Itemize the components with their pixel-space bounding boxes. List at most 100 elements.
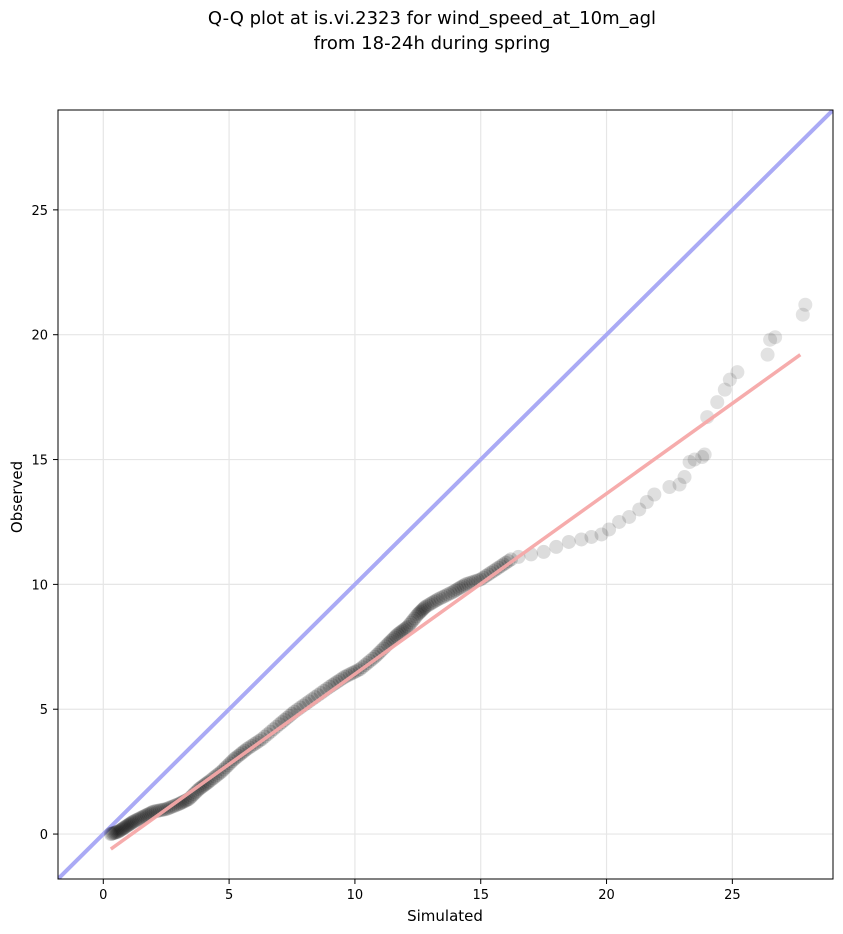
data-point xyxy=(584,529,599,544)
data-point xyxy=(112,823,127,838)
data-point xyxy=(450,582,465,597)
data-point xyxy=(171,797,186,812)
data-point xyxy=(677,470,692,485)
data-point xyxy=(602,522,617,537)
data-point xyxy=(697,447,712,462)
data-point xyxy=(612,514,627,529)
data-point xyxy=(407,611,422,626)
data-point xyxy=(370,647,385,662)
data-point xyxy=(266,722,281,737)
data-point xyxy=(662,480,677,495)
data-point xyxy=(561,534,576,549)
data-point xyxy=(448,583,463,598)
data-point xyxy=(415,602,430,617)
data-point xyxy=(111,824,126,839)
data-point xyxy=(622,509,637,524)
data-point xyxy=(131,812,146,827)
data-point xyxy=(118,819,133,834)
data-point xyxy=(191,782,206,797)
data-point xyxy=(405,613,420,628)
data-point xyxy=(413,604,428,619)
data-point xyxy=(493,559,508,574)
data-point xyxy=(395,623,410,638)
data-point xyxy=(454,579,469,594)
data-point xyxy=(115,822,130,837)
x-tick-label: 20 xyxy=(598,888,615,903)
data-point xyxy=(768,330,783,345)
data-point xyxy=(409,609,424,624)
data-point xyxy=(695,450,710,465)
y-axis-label: Observed xyxy=(8,461,26,533)
y-tick-label: 10 xyxy=(31,578,48,593)
data-point xyxy=(632,502,647,517)
data-point xyxy=(647,487,662,502)
data-point xyxy=(438,588,453,603)
data-point xyxy=(687,452,702,467)
data-point xyxy=(418,599,433,614)
data-point xyxy=(107,825,122,840)
data-point xyxy=(394,624,409,639)
data-point xyxy=(193,780,208,795)
data-point xyxy=(414,603,429,618)
data-point xyxy=(404,615,419,630)
data-point xyxy=(456,578,471,593)
data-point xyxy=(446,584,461,599)
data-point xyxy=(116,821,131,836)
data-point xyxy=(412,606,427,621)
data-point xyxy=(126,814,141,829)
data-point xyxy=(392,626,407,641)
data-point xyxy=(488,562,503,577)
data-point xyxy=(417,601,432,616)
identity-line xyxy=(58,110,833,879)
data-point xyxy=(110,824,125,839)
data-point xyxy=(103,827,118,842)
data-point xyxy=(672,477,687,492)
data-point xyxy=(461,576,476,591)
data-point xyxy=(125,815,140,830)
y-tick-label: 25 xyxy=(31,204,48,219)
data-point xyxy=(798,297,813,312)
data-point xyxy=(433,591,448,606)
data-point xyxy=(108,825,123,840)
data-point xyxy=(400,619,415,634)
y-tick-label: 20 xyxy=(31,329,48,344)
data-point xyxy=(106,826,121,841)
data-point xyxy=(717,382,732,397)
data-point xyxy=(435,589,450,604)
data-point xyxy=(795,307,810,322)
data-point xyxy=(342,667,357,682)
chart-title: Q-Q plot at is.vi.2323 for wind_speed_at… xyxy=(208,8,656,29)
data-point xyxy=(138,808,153,823)
data-point xyxy=(269,719,284,734)
data-point xyxy=(760,347,775,362)
data-point xyxy=(121,817,136,832)
data-point xyxy=(730,365,745,380)
data-point xyxy=(443,586,458,601)
data-point xyxy=(463,575,478,590)
data-point xyxy=(491,560,506,575)
data-point xyxy=(129,812,144,827)
data-point xyxy=(123,816,138,831)
data-point xyxy=(536,544,551,559)
x-tick-label: 0 xyxy=(99,888,107,903)
data-point xyxy=(410,607,425,622)
data-point xyxy=(441,587,456,602)
data-point xyxy=(128,813,143,828)
x-tick-label: 5 xyxy=(225,888,233,903)
x-axis-label: Simulated xyxy=(407,907,483,925)
data-point xyxy=(399,621,414,636)
data-point xyxy=(117,820,132,835)
data-point xyxy=(397,622,412,637)
y-tick-label: 0 xyxy=(40,828,48,843)
data-point xyxy=(105,826,120,841)
y-tick-label: 5 xyxy=(40,703,48,718)
x-axis-ticks: 0 5 10 15 20 25 xyxy=(99,879,741,903)
data-point xyxy=(639,494,654,509)
data-point xyxy=(452,581,467,596)
data-point xyxy=(710,395,725,410)
chart-subtitle: from 18-24h during spring xyxy=(314,33,551,54)
plot-frame xyxy=(57,109,834,880)
plot-area xyxy=(58,110,833,879)
data-point xyxy=(763,332,778,347)
